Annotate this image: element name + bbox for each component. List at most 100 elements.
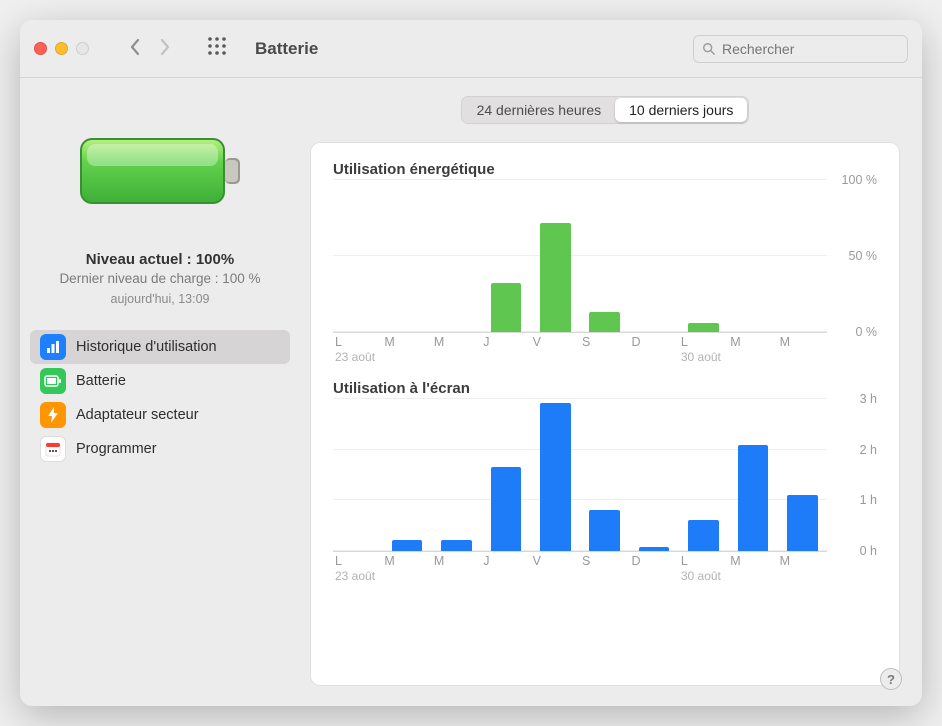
chart-bar xyxy=(491,283,522,332)
chart-bar xyxy=(589,510,620,551)
x-tick-label: L xyxy=(679,552,728,569)
search-icon xyxy=(702,42,716,56)
x-tick-label: M xyxy=(778,552,827,569)
chart-bar xyxy=(688,520,719,551)
preferences-window: Batterie xyxy=(20,20,922,706)
status-timestamp: aujourd'hui, 13:09 xyxy=(59,292,260,306)
x-tick-label: M xyxy=(728,333,777,350)
sidebar-nav: Historique d'utilisation BatterieAdaptate… xyxy=(30,330,290,466)
date-sublabel xyxy=(629,569,678,583)
energy-chart: LMMJVSDLMM 0 %50 %100 % xyxy=(333,180,877,350)
window-title: Batterie xyxy=(255,39,318,59)
x-tick-label: S xyxy=(580,333,629,350)
battery-status: Niveau actuel : 100% Dernier niveau de c… xyxy=(59,251,260,306)
date-sublabel xyxy=(531,350,580,364)
y-tick-label: 0 % xyxy=(855,325,877,339)
sidebar-item-adapter[interactable]: Adaptateur secteur xyxy=(30,398,290,432)
search-input[interactable] xyxy=(722,41,899,57)
energy-plot: LMMJVSDLMM xyxy=(333,180,827,350)
chart-bar xyxy=(738,445,769,551)
body: Niveau actuel : 100% Dernier niveau de c… xyxy=(20,78,922,706)
zoom-window-button[interactable] xyxy=(76,42,89,55)
screen-chart: LMMJVSDLMM 0 h1 h2 h3 h xyxy=(333,399,877,569)
chart-bar xyxy=(540,403,571,551)
x-tick-label: M xyxy=(382,552,431,569)
chart-column xyxy=(778,180,827,332)
energy-date-labels: 23 août 30 août xyxy=(333,350,877,364)
main-content: 24 dernières heures10 derniers jours Uti… xyxy=(300,78,922,706)
bolt-icon xyxy=(40,402,66,428)
chart-column xyxy=(382,180,431,332)
help-button[interactable]: ? xyxy=(880,668,902,690)
chart-column xyxy=(580,399,629,551)
battery-artwork xyxy=(75,126,245,221)
chart-column xyxy=(679,180,728,332)
x-tick-label: M xyxy=(432,333,481,350)
chart-bar xyxy=(787,495,818,551)
x-tick-label: L xyxy=(333,552,382,569)
y-tick-label: 0 h xyxy=(860,544,877,558)
chart-column xyxy=(432,399,481,551)
close-window-button[interactable] xyxy=(34,42,47,55)
chart-bar xyxy=(688,323,719,332)
chart-column xyxy=(382,399,431,551)
x-tick-label: J xyxy=(481,333,530,350)
sidebar-item-history[interactable]: Historique d'utilisation xyxy=(30,330,290,364)
x-tick-label: S xyxy=(580,552,629,569)
calendar-icon xyxy=(40,436,66,462)
sidebar-item-schedule[interactable]: Programmer xyxy=(30,432,290,466)
traffic-lights xyxy=(34,42,89,55)
chart-column xyxy=(580,180,629,332)
help-label: ? xyxy=(887,672,895,687)
date-sublabel xyxy=(778,350,827,364)
date-sublabel xyxy=(778,569,827,583)
search-field[interactable] xyxy=(693,35,908,63)
chart-bar xyxy=(540,223,571,332)
chart-column xyxy=(778,399,827,551)
chart-column xyxy=(679,399,728,551)
segment-option[interactable]: 10 derniers jours xyxy=(615,98,747,122)
date-sublabel xyxy=(629,350,678,364)
date-sublabel: 23 août xyxy=(333,350,382,364)
date-sublabel xyxy=(531,569,580,583)
date-sublabel xyxy=(432,569,481,583)
date-sublabel xyxy=(728,569,777,583)
chart-column xyxy=(333,399,382,551)
titlebar: Batterie xyxy=(20,20,922,78)
date-sublabel xyxy=(382,350,431,364)
screen-chart-section: Utilisation à l'écran LMMJVSDLMM 0 h1 h2… xyxy=(333,380,877,583)
chart-column xyxy=(629,399,678,551)
x-tick-label: V xyxy=(531,333,580,350)
y-tick-label: 3 h xyxy=(860,392,877,406)
date-sublabel: 30 août xyxy=(679,569,728,583)
range-segmented[interactable]: 24 dernières heures10 derniers jours xyxy=(461,96,750,124)
energy-chart-section: Utilisation énergétique LMMJVSDLMM 0 %50… xyxy=(333,161,877,364)
back-button[interactable] xyxy=(129,36,141,62)
screen-chart-title: Utilisation à l'écran xyxy=(333,380,877,397)
y-tick-label: 50 % xyxy=(849,249,878,263)
x-tick-label: M xyxy=(778,333,827,350)
chart-column xyxy=(531,399,580,551)
date-sublabel xyxy=(728,350,777,364)
chart-column xyxy=(432,180,481,332)
chart-column xyxy=(333,180,382,332)
nav-buttons xyxy=(129,36,171,62)
x-tick-label: M xyxy=(728,552,777,569)
sidebar-item-label: Historique d'utilisation xyxy=(76,339,217,355)
x-tick-label: D xyxy=(629,552,678,569)
x-tick-label: J xyxy=(481,552,530,569)
forward-button[interactable] xyxy=(159,36,171,62)
minimize-window-button[interactable] xyxy=(55,42,68,55)
energy-y-labels: 0 %50 %100 % xyxy=(827,180,877,350)
chart-column xyxy=(728,399,777,551)
segment-option[interactable]: 24 dernières heures xyxy=(463,98,616,122)
chart-column xyxy=(629,180,678,332)
chart-bar xyxy=(392,540,423,551)
sidebar-item-battery[interactable]: Batterie xyxy=(30,364,290,398)
date-sublabel: 30 août xyxy=(679,350,728,364)
date-sublabel xyxy=(432,350,481,364)
chart-bar xyxy=(491,467,522,551)
date-sublabel xyxy=(580,350,629,364)
sidebar-item-label: Programmer xyxy=(76,441,157,457)
show-all-prefs-button[interactable] xyxy=(207,36,227,61)
